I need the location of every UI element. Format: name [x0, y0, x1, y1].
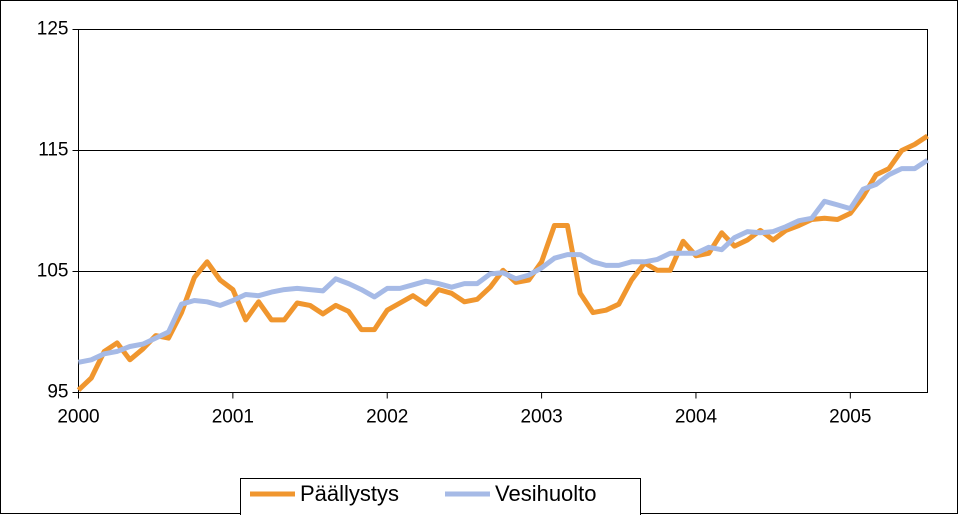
x-tick-label: 2001: [212, 407, 254, 428]
x-tick-label: 2000: [57, 407, 99, 428]
x-tick-label: 2002: [366, 407, 408, 428]
legend-label: Vesihuolto: [495, 481, 597, 506]
y-tick-label: 115: [38, 140, 68, 161]
x-tick-label: 2004: [675, 407, 718, 428]
line-series: [78, 158, 929, 365]
x-tick-label: 2005: [829, 407, 871, 428]
legend-box: [240, 478, 641, 515]
y-tick-label: 105: [37, 261, 69, 282]
x-tick-label: 2003: [520, 407, 562, 428]
y-tick-label: 125: [37, 19, 69, 40]
plot-area: [78, 29, 928, 393]
legend-label: Päällystys: [300, 481, 399, 506]
y-tick-label: 95: [47, 382, 68, 403]
